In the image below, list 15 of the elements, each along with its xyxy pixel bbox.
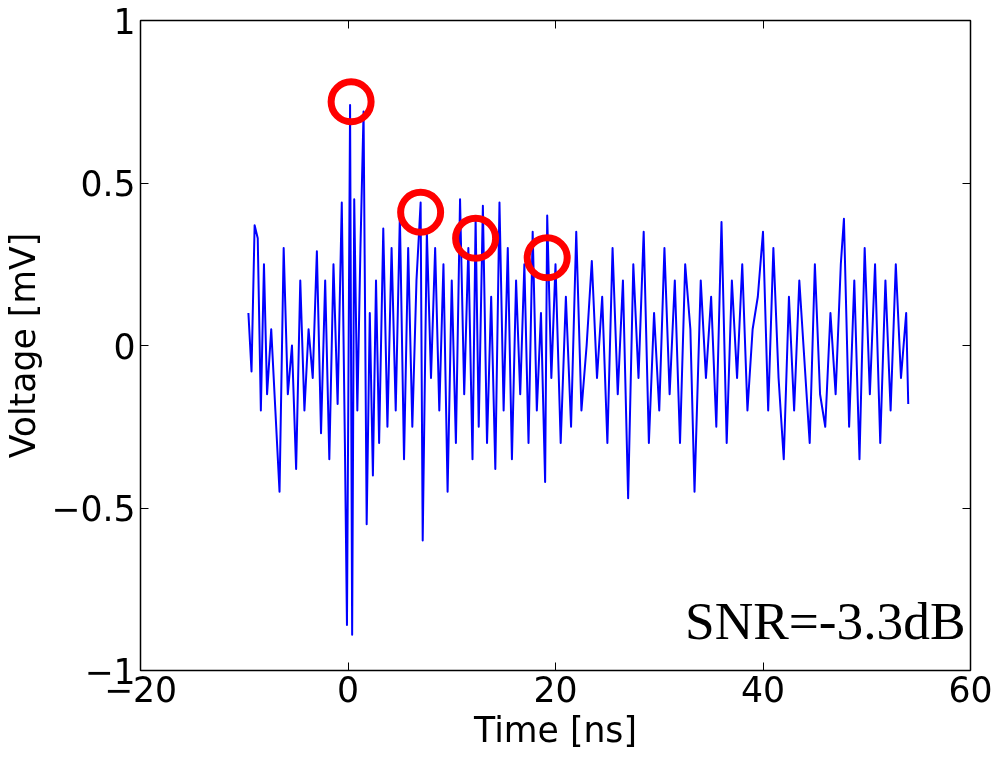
x-tick-label: 40 xyxy=(740,669,786,710)
x-axis-title: Time [ns] xyxy=(473,709,637,750)
point xyxy=(452,214,500,262)
y-tick-label: 1 xyxy=(113,1,136,42)
point xyxy=(327,78,375,126)
y-tick-label: 0 xyxy=(113,326,136,367)
point xyxy=(397,188,445,236)
point xyxy=(523,234,571,282)
y-tick-label: 0.5 xyxy=(80,164,136,204)
y-axis-title: Voltage [mV] xyxy=(3,232,44,459)
x-tick-label: 60 xyxy=(948,669,993,710)
annotation: SNR=-3.3dB xyxy=(685,590,966,651)
y-tick-label: −0.5 xyxy=(51,489,136,529)
x-tick-label: 20 xyxy=(533,669,578,710)
x-tick-label: 0 xyxy=(336,669,360,710)
